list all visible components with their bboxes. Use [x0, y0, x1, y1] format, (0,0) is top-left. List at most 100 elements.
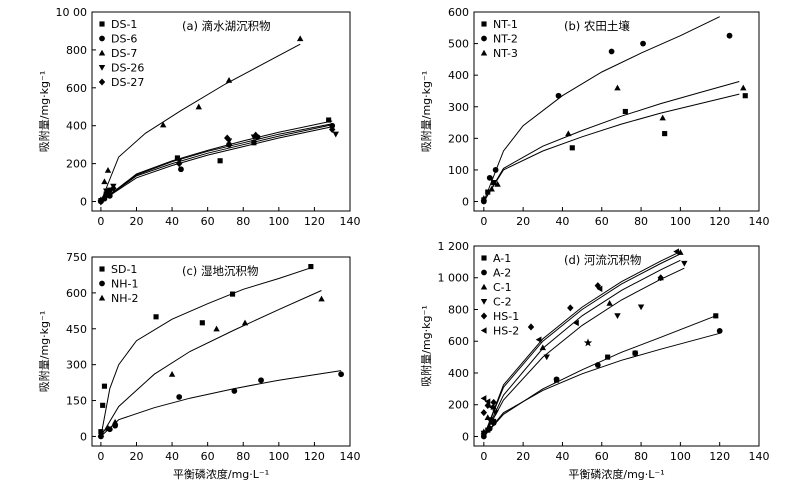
data-point	[488, 403, 495, 411]
data-point	[637, 304, 645, 311]
fit-curve	[100, 126, 333, 202]
legend-label: A-2	[493, 267, 511, 280]
data-point	[565, 130, 572, 137]
data-point	[605, 354, 611, 360]
x-tick-label: 100	[268, 450, 289, 463]
data-point	[657, 274, 664, 282]
data-point	[104, 167, 112, 173]
fit-curve	[100, 290, 322, 437]
data-point	[110, 184, 117, 192]
legend-label: A-1	[493, 252, 511, 265]
x-tick-label: 0	[480, 450, 487, 463]
fit-curve	[483, 259, 681, 437]
data-point	[104, 424, 112, 431]
x-tick-label: 140	[749, 215, 770, 228]
plot-frame	[473, 245, 760, 447]
data-point	[195, 103, 202, 110]
y-tick-label: 10 00	[56, 6, 88, 19]
data-point	[258, 377, 264, 384]
data-point	[494, 180, 501, 187]
data-point	[535, 336, 542, 343]
data-point	[553, 376, 560, 383]
data-point	[484, 398, 491, 405]
legend-marker	[99, 35, 105, 42]
fit-curve	[100, 123, 333, 202]
data-point	[488, 185, 495, 192]
legend-marker	[480, 283, 488, 290]
x-tick-label: 100	[268, 215, 289, 228]
legend-marker	[480, 49, 488, 56]
y-tick-label: 750	[66, 251, 87, 264]
x-tick-label: 120	[709, 215, 730, 228]
fit-curve	[483, 267, 685, 437]
data-point	[231, 388, 238, 394]
data-point	[622, 108, 628, 115]
legend-label: DS-1	[111, 18, 137, 31]
fit-curve	[483, 332, 720, 437]
x-tick-label: 20	[129, 215, 143, 228]
data-point	[740, 84, 747, 91]
x-tick-label: 80	[634, 215, 648, 228]
data-point	[608, 48, 615, 55]
fit-curve	[100, 120, 333, 202]
legend-marker	[98, 64, 106, 71]
y-tick-label: 200	[66, 158, 87, 171]
data-point	[97, 197, 105, 205]
data-point	[224, 134, 231, 142]
legend-marker	[98, 78, 106, 86]
data-point	[490, 398, 497, 406]
x-tick-label: 100	[670, 450, 691, 463]
legend-label: NH-1	[111, 278, 138, 291]
data-point	[632, 350, 639, 357]
data-point	[318, 295, 325, 302]
legend-marker	[480, 327, 487, 334]
legend-label: DS-27	[111, 76, 144, 89]
x-tick-label: 80	[236, 450, 250, 463]
data-point	[107, 187, 113, 193]
y-tick-label: 200	[448, 399, 469, 412]
data-point	[308, 264, 314, 270]
data-point	[332, 131, 339, 138]
fit-curve	[483, 93, 740, 202]
data-point	[726, 32, 733, 39]
y-tick-label: 400	[448, 69, 469, 82]
x-tick-label: 60	[595, 450, 609, 463]
data-point	[490, 420, 497, 426]
legend-label: DS-6	[111, 33, 137, 46]
fit-curve	[100, 43, 301, 202]
x-tick-label: 40	[555, 450, 569, 463]
panel-title: (b) 农田土壤	[564, 19, 630, 33]
y-tick-label: 1 000	[438, 272, 470, 285]
y-tick-label: 0	[80, 196, 87, 209]
x-axis-label: 平衡磷浓度/mg·L⁻¹	[173, 467, 269, 481]
data-point	[486, 417, 493, 424]
x-tick-label: 60	[201, 450, 215, 463]
x-tick-label: 60	[595, 215, 609, 228]
plot-frame	[91, 256, 351, 447]
y-tick-label: 800	[448, 303, 469, 316]
data-point	[168, 371, 176, 377]
data-point	[174, 155, 180, 161]
data-point	[594, 282, 602, 290]
fit-curve	[483, 315, 716, 437]
y-tick-label: 300	[448, 101, 469, 114]
panel-title: (a) 滴水湖沉积物	[182, 19, 271, 33]
data-point	[296, 35, 304, 42]
data-point	[251, 140, 257, 146]
fit-curve	[100, 267, 312, 437]
data-point	[213, 325, 220, 332]
x-tick-label: 120	[304, 450, 325, 463]
plot-frame	[91, 11, 351, 212]
y-tick-label: 200	[448, 132, 469, 145]
x-tick-label: 40	[165, 215, 179, 228]
data-point	[491, 180, 497, 186]
data-point	[480, 195, 488, 201]
data-point	[567, 304, 574, 312]
fit-curve	[483, 16, 720, 202]
data-point	[614, 84, 621, 91]
legend-marker	[480, 312, 488, 320]
data-point	[101, 178, 108, 185]
x-tick-label: 100	[670, 215, 691, 228]
legend-marker	[98, 49, 106, 56]
data-point	[153, 314, 159, 320]
